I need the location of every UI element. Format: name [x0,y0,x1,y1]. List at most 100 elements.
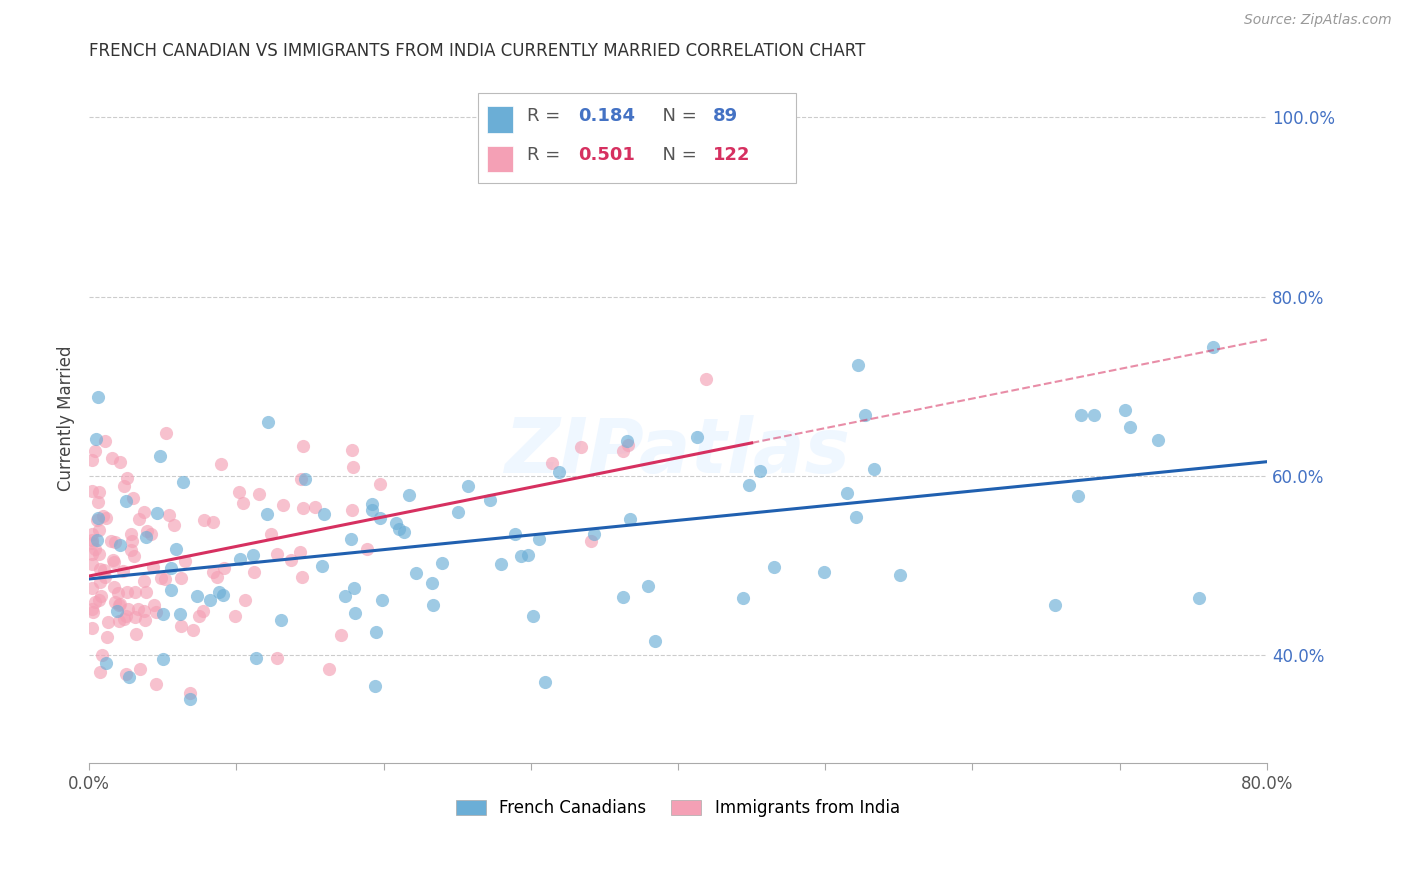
Point [517,548,540,562]
Point [124,609,146,624]
Text: R =: R = [527,146,567,164]
Point [80,601,103,615]
Point [172,475,194,489]
Point [294,472,316,486]
Point [155,425,177,440]
Point [1119,419,1142,434]
Point [290,545,312,559]
Point [394,525,416,540]
Point [228,485,250,500]
Y-axis label: Currently Married: Currently Married [58,345,75,491]
FancyBboxPatch shape [478,93,796,183]
Point [96,511,118,525]
Point [80,547,103,561]
Point [128,512,150,526]
Point [762,560,785,574]
Point [398,488,420,502]
Point [145,677,167,691]
Point [160,561,183,575]
Point [644,633,666,648]
Point [142,598,165,612]
Point [1114,403,1136,417]
Point [340,442,363,457]
Point [121,491,143,505]
Point [432,556,454,570]
Point [90,590,112,604]
Point [152,652,174,666]
Point [83,542,105,557]
Point [522,608,544,623]
Point [242,565,264,579]
Point [318,662,340,676]
Point [159,582,181,597]
Point [232,496,254,510]
Point [547,465,569,479]
Point [1067,489,1090,503]
Point [100,450,122,465]
Point [491,557,513,571]
Point [179,686,201,700]
Point [124,585,146,599]
Point [405,566,427,581]
Point [134,604,156,618]
Point [94,570,117,584]
Point [340,503,363,517]
Point [202,515,225,529]
Point [135,524,157,538]
Point [80,527,103,541]
Point [738,477,761,491]
Point [271,498,294,512]
Point [100,533,122,548]
Point [89,574,111,589]
Point [80,581,103,595]
Point [245,651,267,665]
Point [179,691,201,706]
Text: N =: N = [651,146,703,164]
Point [371,593,394,607]
Text: 0.501: 0.501 [578,146,634,164]
FancyBboxPatch shape [486,106,513,133]
Point [368,476,391,491]
Point [87,390,110,404]
Point [208,585,231,599]
Point [97,615,120,630]
Point [510,549,533,563]
Point [83,595,105,609]
Point [837,486,859,500]
Text: N =: N = [651,107,703,125]
Point [813,565,835,579]
Point [121,533,143,548]
Point [266,651,288,665]
Point [619,512,641,526]
Point [191,604,214,618]
Point [361,503,384,517]
Point [247,487,270,501]
Point [174,554,197,568]
Point [233,593,256,607]
Point [193,513,215,527]
Point [478,492,501,507]
Point [120,527,142,541]
Point [80,533,103,548]
Point [846,358,869,372]
Point [256,507,278,521]
Point [186,590,208,604]
Point [117,602,139,616]
Point [96,630,118,644]
Point [342,459,364,474]
Point [112,565,135,579]
Point [581,534,603,549]
Point [612,590,634,604]
Point [1070,409,1092,423]
Point [242,548,264,562]
Point [187,608,209,623]
Point [91,509,114,524]
Point [360,497,382,511]
Point [82,605,104,619]
Point [125,627,148,641]
Point [122,549,145,563]
Point [108,598,131,612]
Point [503,527,526,541]
Point [104,534,127,549]
Point [165,542,187,557]
